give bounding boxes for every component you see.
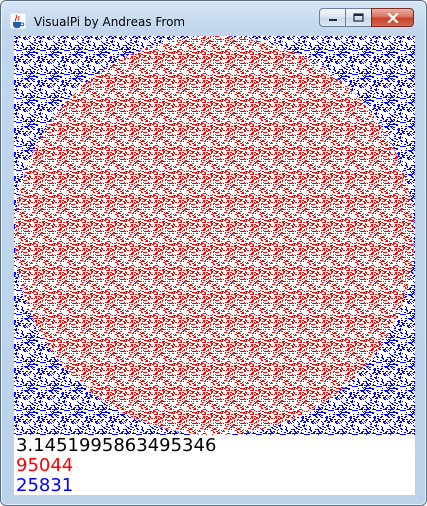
points-outside-count: 25831 (16, 475, 74, 496)
maximize-button[interactable] (345, 8, 371, 27)
maximize-icon (353, 13, 364, 22)
close-button[interactable] (371, 8, 414, 27)
close-icon (386, 12, 399, 23)
minimize-icon (328, 18, 337, 21)
monte-carlo-canvas (14, 36, 415, 435)
window-title: VisualPi by Andreas From (34, 15, 186, 29)
title-bar[interactable]: VisualPi by Andreas From (1, 1, 426, 33)
caption-buttons (319, 8, 414, 28)
pi-estimate: 3.1451995863495346 (16, 435, 217, 456)
inside-region (15, 36, 414, 435)
results-panel: 3.1451995863495346 95044 25831 (14, 435, 415, 496)
java-coffee-cup-icon (10, 13, 26, 29)
monte-carlo-plot (14, 36, 415, 435)
minimize-button[interactable] (319, 8, 345, 27)
points-inside-count: 95044 (16, 455, 74, 476)
